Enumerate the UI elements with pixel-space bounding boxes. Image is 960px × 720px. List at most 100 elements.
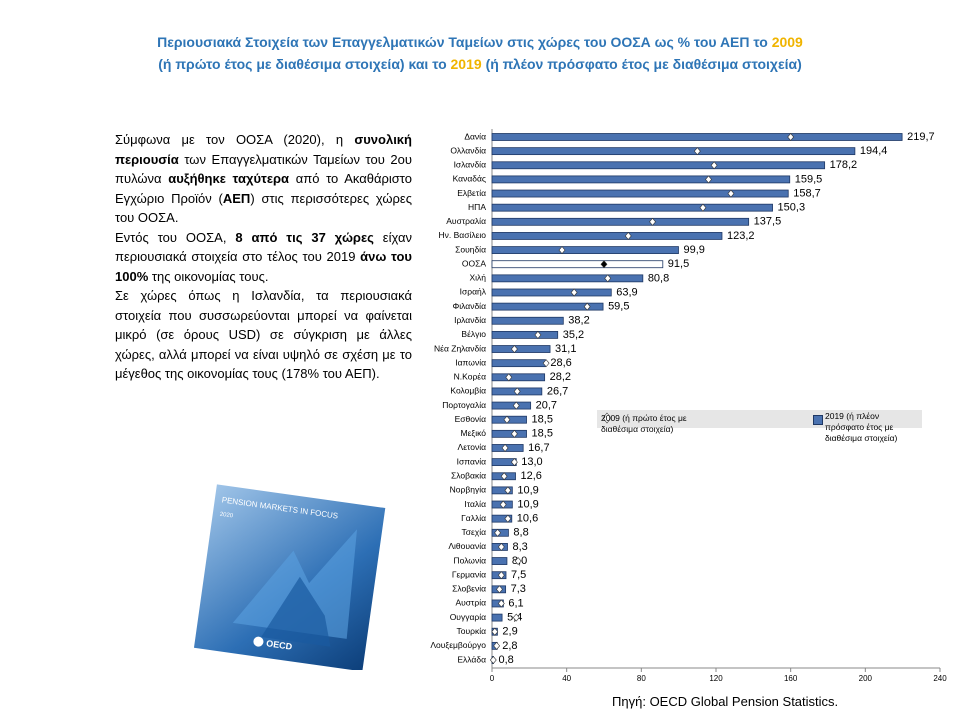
marker	[558, 246, 566, 255]
text-run: αυξήθηκε ταχύτερα	[168, 171, 290, 186]
marker	[489, 656, 497, 664]
slide-title: Περιουσιακά Στοιχεία των Επαγγελματικών …	[0, 31, 960, 75]
marker	[494, 528, 501, 537]
value-label: 158,7	[793, 187, 821, 199]
bar	[491, 232, 723, 240]
y-tick-label: Εσθονία	[455, 414, 487, 424]
marker	[570, 288, 578, 297]
bar	[491, 161, 826, 170]
y-tick-label: Βέλγιο	[461, 329, 486, 339]
x-tick-label: 240	[933, 674, 947, 683]
cover-art	[261, 576, 331, 647]
value-label: 8,3	[512, 541, 527, 553]
text-run: άνω του 100%	[115, 249, 412, 284]
value-label: 99,9	[683, 244, 704, 256]
y-tick-label: Ουγγαρία	[450, 612, 486, 622]
y-tick-label: Καναδάς	[453, 174, 486, 184]
y-tick-label: Ιαπωνία	[455, 357, 486, 367]
marker	[500, 472, 508, 481]
y-tick-label: Ιρλανδία	[454, 315, 486, 325]
bar	[491, 133, 903, 141]
report-cover: PENSION MARKETS IN FOCUS 2020 OECD	[193, 484, 386, 670]
marker	[493, 641, 501, 650]
y-tick-label: Δανία	[464, 131, 486, 141]
marker	[514, 557, 522, 566]
value-label: 28,2	[550, 371, 571, 383]
text-run: είχαν περιουσιακά στοιχεία στο τέλος του…	[115, 229, 412, 265]
text-run: Εντός του ΟΟΣΑ,	[115, 229, 236, 245]
bar	[491, 486, 513, 495]
paragraph: Σε χώρες όπως η Ισλανδία, τα περιουσιακά…	[115, 286, 412, 384]
y-tick-label: ΗΠΑ	[468, 202, 486, 212]
text-run: της οικονομίας τους.	[148, 268, 269, 284]
y-tick-label: Χιλή	[469, 273, 486, 283]
bar	[491, 203, 773, 212]
bar	[491, 373, 546, 382]
y-tick-label: Λιθουανία	[448, 541, 486, 551]
bar	[491, 557, 508, 565]
value-label: 10,9	[517, 498, 538, 510]
value-label: 10,9	[517, 484, 538, 496]
y-tick-label: Σουηδία	[455, 244, 486, 254]
y-tick-label: Ισπανία	[457, 456, 486, 466]
marker	[600, 260, 608, 269]
title-text: Περιουσιακά Στοιχεία των Επαγγελματικών …	[157, 34, 768, 50]
legend-swatch	[813, 415, 823, 425]
bar	[491, 359, 546, 368]
legend-label: 2009 (ή πρώτο έτος με διαθέσιμα στοιχεία…	[601, 413, 687, 434]
text-run: ) στις περισσότερες χώρες του ΟΟΣΑ.	[115, 190, 412, 226]
bar	[491, 345, 551, 353]
cover-art	[232, 529, 358, 639]
value-label: 20,7	[536, 399, 557, 411]
marker	[497, 542, 505, 551]
bar	[491, 514, 513, 523]
marker	[496, 585, 503, 594]
value-label: 91,5	[668, 258, 689, 270]
marker	[499, 500, 507, 509]
value-label: 80,8	[648, 272, 669, 284]
y-tick-label: Κολομβία	[450, 386, 486, 396]
y-tick-label: Πορτογαλία	[442, 400, 486, 410]
y-tick-label: Λετονία	[458, 442, 487, 452]
value-label: 31,1	[555, 343, 576, 355]
bar	[491, 288, 612, 297]
marker	[511, 345, 518, 353]
marker	[699, 203, 707, 212]
y-tick-label: Μεξικό	[461, 428, 487, 438]
y-tick-label: Ην. Βασίλειο	[439, 230, 487, 240]
marker	[504, 486, 512, 495]
value-label: 12,6	[521, 470, 542, 482]
bar	[491, 274, 644, 283]
marker	[693, 147, 701, 156]
marker	[512, 613, 520, 622]
y-tick-label: Γερμανία	[452, 569, 486, 579]
marker	[710, 161, 718, 170]
y-tick-label: ΟΟΣΑ	[462, 258, 486, 268]
text-run: 8 από τις 37 χώρες	[235, 229, 374, 245]
legend-swatch	[601, 412, 613, 424]
y-tick-label: Τσεχία	[461, 527, 486, 537]
text-run: Σύμφωνα με τον ΟΟΣΑ (2020), η	[115, 132, 355, 147]
x-tick-label: 160	[784, 674, 798, 683]
value-label: 178,2	[830, 159, 858, 171]
marker	[497, 599, 505, 608]
value-label: 7,3	[511, 583, 526, 595]
x-tick-label: 200	[859, 674, 873, 683]
value-label: 159,5	[795, 173, 823, 185]
marker	[511, 429, 518, 438]
value-label: 13,0	[521, 456, 542, 468]
x-tick-label: 40	[562, 674, 571, 683]
marker	[542, 359, 550, 368]
y-tick-label: Λουξεμβούργο	[430, 640, 486, 650]
x-tick-label: 80	[637, 674, 646, 683]
body-text: Σύμφωνα με τον ΟΟΣΑ (2020), η συνολική π…	[115, 130, 412, 384]
y-tick-label: Ελβετία	[457, 188, 486, 198]
cover-publisher: OECD	[266, 638, 294, 652]
text-run: Σε χώρες όπως η Ισλανδία, τα περιουσιακά…	[115, 288, 412, 381]
marker	[504, 514, 512, 523]
value-label: 10,6	[517, 513, 538, 525]
y-tick-label: Ελλάδα	[457, 654, 486, 664]
marker	[705, 175, 712, 184]
source: Πηγή: OECD Global Pension Statistics.	[612, 694, 839, 709]
title-text: (ή πλέον πρόσφατο έτος με διαθέσιμα στοι…	[485, 56, 802, 72]
